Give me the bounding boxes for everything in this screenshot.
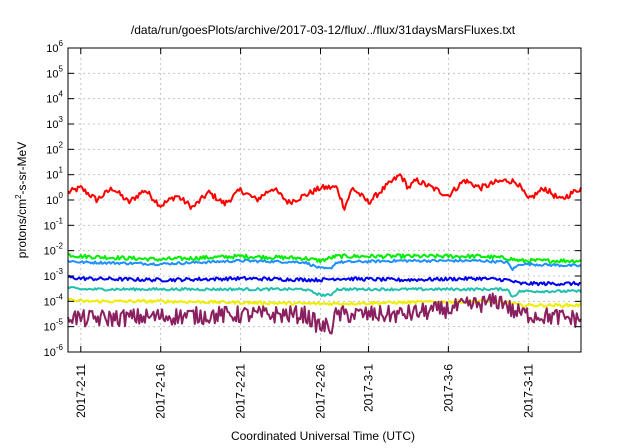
- y-tick-label: 104: [46, 90, 63, 106]
- x-tick-label: 2017-2-16: [154, 364, 168, 419]
- y-axis-ticks: 10-6 10-5 10-4 10-3 10-2 10-1 100 101 102 103 104 1…: [44, 39, 581, 359]
- x-axis-label: Coordinated Universal Time (UTC): [231, 429, 415, 443]
- x-tick-label: 2017-2-11: [74, 364, 88, 418]
- y-tick-label: 10-5: [44, 318, 64, 334]
- x-tick-label: 2017-2-21: [234, 364, 248, 419]
- y-tick-label: 10-2: [44, 242, 64, 258]
- x-tick-label: 2017-3-11: [521, 364, 535, 418]
- grid: [68, 48, 581, 352]
- series-line-7: [67, 292, 582, 335]
- chart-title: /data/run/goesPlots/archive/2017-03-12/f…: [131, 23, 516, 37]
- y-tick-label: 103: [46, 115, 63, 131]
- series-line-5: [67, 286, 582, 298]
- series-line-1: [67, 173, 582, 211]
- series-line-4: [67, 275, 582, 287]
- y-tick-label: 10-1: [44, 216, 64, 232]
- y-tick-label: 100: [46, 191, 63, 207]
- x-axis-ticks: 2017-2-11 2017-2-16 2017-2-21 2017-2-26 2017…: [74, 48, 535, 419]
- y-tick-label: 105: [46, 64, 63, 80]
- y-tick-label: 10-6: [44, 343, 64, 359]
- y-axis-label: protons/cm2-s-sr-MeV: [14, 142, 29, 258]
- x-tick-label: 2017-2-26: [314, 364, 328, 419]
- x-tick-label: 2017-3-6: [441, 364, 455, 412]
- y-tick-label: 102: [46, 140, 63, 156]
- y-tick-label: 10-3: [44, 267, 64, 283]
- y-tick-label: 106: [46, 39, 63, 55]
- series-group: [67, 173, 582, 335]
- y-tick-label: 10-4: [44, 292, 64, 308]
- series-line-3: [67, 258, 582, 272]
- y-tick-label: 101: [46, 166, 63, 182]
- x-tick-label: 2017-3-1: [361, 364, 375, 412]
- series-line-2: [67, 253, 582, 264]
